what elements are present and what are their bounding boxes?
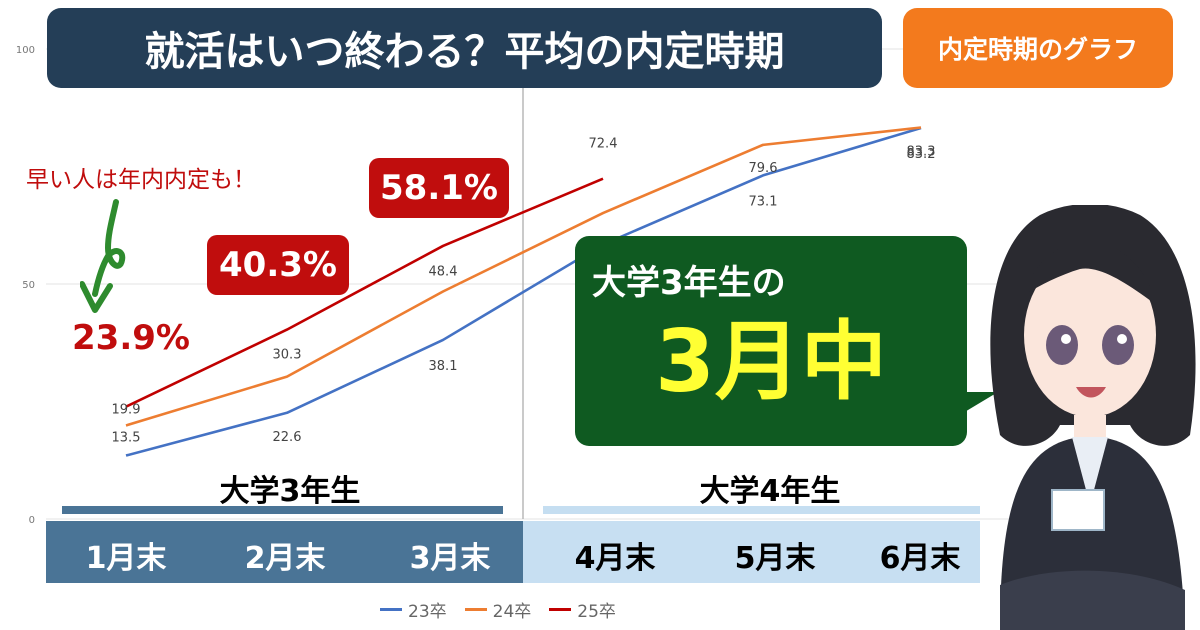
callout-line1: 大学3年生の (592, 263, 786, 303)
month-label-feb: 2月末 (244, 541, 326, 576)
legend-swatch-25 (549, 608, 572, 611)
data-label-23卒-3月末: 38.1 (429, 359, 458, 374)
pct-badge-february: 40.3% (207, 235, 349, 295)
mascot-illustration (990, 205, 1196, 630)
month-label-jan: 1月末 (85, 541, 167, 576)
callout-line2: 3月中 (655, 312, 887, 412)
legend-item-23: 23卒 (380, 597, 447, 622)
chart-legend: 23卒 24卒 25卒 (380, 597, 616, 622)
legend-swatch-23 (380, 608, 402, 611)
month-label-apr: 4月末 (574, 541, 656, 576)
y-tick-label: 100 (16, 45, 35, 56)
data-label-24卒-3月末: 48.4 (429, 265, 458, 280)
data-label-24卒-5月末: 79.6 (749, 161, 778, 176)
data-label-24卒-6月末: 83.3 (907, 144, 936, 159)
graph-tag: 内定時期のグラフ (903, 8, 1173, 88)
legend-label-25: 25卒 (577, 602, 616, 622)
legend-label-24: 24卒 (492, 602, 532, 622)
year-label-4th: 大学4年生 (699, 474, 841, 509)
legend-swatch-24 (464, 608, 487, 611)
legend-item-24: 24卒 (464, 597, 532, 622)
year-label-3rd: 大学3年生 (219, 474, 361, 509)
data-label-23卒-6月末: 83.2 (907, 147, 936, 162)
series-line-23卒 (125, 126, 922, 457)
data-label-24卒-2月末: 30.3 (273, 348, 302, 363)
data-label-23卒-5月末: 73.1 (749, 194, 778, 209)
month-label-jun: 6月末 (879, 541, 961, 576)
month-strip-4th (523, 521, 980, 583)
callout-box (575, 236, 967, 446)
early-offer-note: 早い人は年内内定も！ (26, 167, 256, 193)
y-tick-label: 0 (29, 515, 35, 526)
pct-badge-march: 58.1% (369, 158, 509, 218)
month-label-mar: 3月末 (409, 541, 491, 576)
series-line-25卒 (125, 177, 604, 408)
data-label-24卒-1月末: 19.9 (112, 402, 141, 417)
curly-arrow-down-icon (80, 199, 126, 313)
page-title: 就活はいつ終わる？平均の内定時期 (47, 8, 882, 88)
legend-label-23: 23卒 (408, 602, 447, 622)
data-label-23卒-2月末: 22.6 (273, 430, 302, 445)
year-bar-3rd (62, 506, 503, 514)
legend-item-25: 25卒 (549, 597, 616, 622)
y-tick-label: 50 (22, 280, 35, 291)
month-strip-3rd (46, 521, 523, 583)
pct-label-january: 23.9% (72, 318, 190, 358)
month-label-may: 5月末 (734, 541, 816, 576)
series-line-24卒 (125, 126, 922, 427)
data-label-25卒-4月末: 72.4 (589, 137, 618, 152)
year-bar-4th (543, 506, 980, 514)
callout-tail (958, 392, 998, 416)
data-label-23卒-1月末: 13.5 (112, 431, 141, 446)
